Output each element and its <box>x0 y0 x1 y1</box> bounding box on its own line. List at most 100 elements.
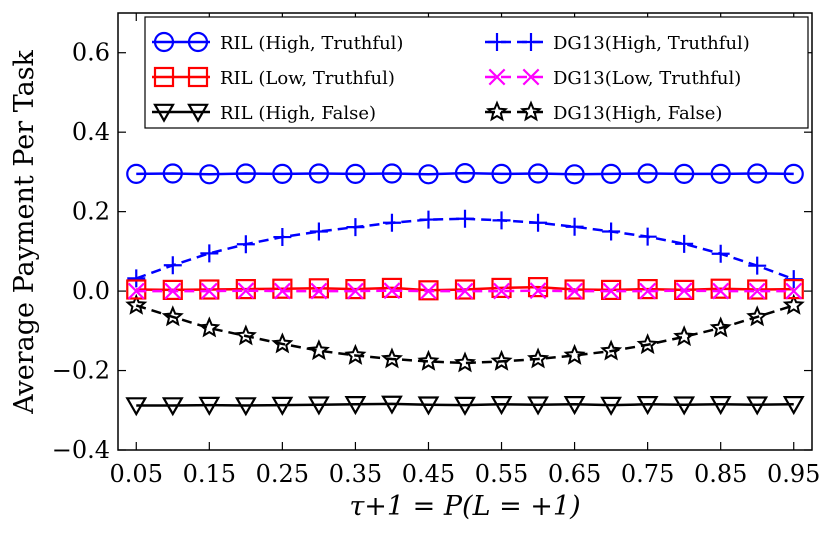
data-point <box>563 343 586 365</box>
data-point <box>127 282 145 300</box>
data-point <box>564 164 585 185</box>
data-point <box>527 277 549 298</box>
data-point <box>600 339 623 361</box>
legend-marker <box>522 68 540 86</box>
series-5 <box>125 293 805 373</box>
x-tick-label: 0.75 <box>621 460 674 488</box>
data-point <box>346 282 364 300</box>
data-point <box>748 256 767 275</box>
data-point <box>493 282 510 300</box>
data-point <box>746 305 769 327</box>
data-point <box>491 277 512 299</box>
y-axis-title: Average Payment Per Task <box>9 49 40 414</box>
data-point <box>346 218 365 237</box>
data-point <box>308 163 329 184</box>
data-point <box>199 279 220 300</box>
legend-label: DG13(High, Truthful) <box>553 33 750 54</box>
data-point <box>381 163 403 184</box>
data-point <box>492 211 511 230</box>
data-point <box>456 282 474 300</box>
y-tick-label: 0.4 <box>72 118 110 146</box>
data-point <box>417 349 440 371</box>
data-point <box>490 396 513 416</box>
legend-marker <box>153 31 175 53</box>
legend-marker <box>187 103 209 123</box>
data-point <box>382 213 401 232</box>
legend-item: RIL (High, False) <box>152 103 376 124</box>
data-point <box>638 227 657 246</box>
data-point <box>199 164 220 185</box>
series-3 <box>127 209 803 289</box>
data-point <box>782 396 805 416</box>
data-point <box>454 396 476 416</box>
data-point <box>675 282 693 300</box>
data-point <box>198 396 221 416</box>
data-point <box>272 278 293 299</box>
data-point <box>234 324 257 346</box>
data-point <box>381 277 403 299</box>
x-tick-label: 0.85 <box>694 460 747 488</box>
data-point <box>636 396 659 416</box>
data-point <box>602 282 620 300</box>
legend-item: DG13(High, Truthful) <box>485 33 750 54</box>
data-point <box>345 163 366 184</box>
data-point <box>783 163 804 184</box>
data-point <box>454 163 476 184</box>
x-tick-label: 0.45 <box>402 460 455 488</box>
data-point <box>710 163 731 184</box>
data-point <box>380 347 403 369</box>
data-point <box>237 282 255 300</box>
data-point <box>600 396 623 416</box>
series-4 <box>127 282 803 300</box>
data-point <box>345 279 366 300</box>
data-point <box>235 163 256 184</box>
data-point <box>748 282 766 300</box>
data-point <box>602 222 621 241</box>
data-point <box>161 305 184 327</box>
series-line <box>136 171 794 176</box>
data-point <box>418 164 439 185</box>
data-point <box>236 235 255 254</box>
data-point <box>126 279 147 300</box>
data-point <box>529 213 548 232</box>
legend-marker <box>485 100 509 122</box>
data-point <box>529 282 547 300</box>
data-point <box>527 163 549 184</box>
data-point <box>639 282 657 300</box>
data-point <box>200 282 218 300</box>
data-point <box>271 332 294 354</box>
data-point <box>709 396 732 416</box>
data-point <box>711 244 730 263</box>
data-point <box>161 397 184 417</box>
data-point <box>747 279 768 300</box>
data-point <box>675 234 694 253</box>
legend-item: RIL (High, Truthful) <box>152 31 403 54</box>
legend-label: DG13(High, False) <box>553 103 722 124</box>
data-point <box>636 333 659 355</box>
data-point <box>307 339 330 361</box>
legend-item: DG13(Low, Truthful) <box>485 68 741 89</box>
data-point <box>637 279 658 300</box>
data-point <box>637 163 658 184</box>
data-point <box>419 210 438 229</box>
data-point <box>601 163 622 184</box>
data-point <box>163 256 182 275</box>
data-point <box>491 163 512 184</box>
x-tick-label: 0.05 <box>110 460 163 488</box>
data-point <box>308 278 329 299</box>
data-point <box>709 316 732 338</box>
data-point <box>785 282 803 300</box>
data-point <box>127 269 146 288</box>
y-tick-label: 0.2 <box>72 198 110 226</box>
legend-marker <box>522 33 540 51</box>
y-tick-label: 0.0 <box>72 277 110 305</box>
x-tick-label: 0.35 <box>329 460 382 488</box>
data-point <box>383 282 401 300</box>
data-point <box>164 282 182 300</box>
data-point <box>566 282 584 300</box>
data-point <box>309 222 328 241</box>
x-tick-label: 0.25 <box>256 460 309 488</box>
data-point <box>673 396 696 416</box>
data-point <box>125 293 148 315</box>
